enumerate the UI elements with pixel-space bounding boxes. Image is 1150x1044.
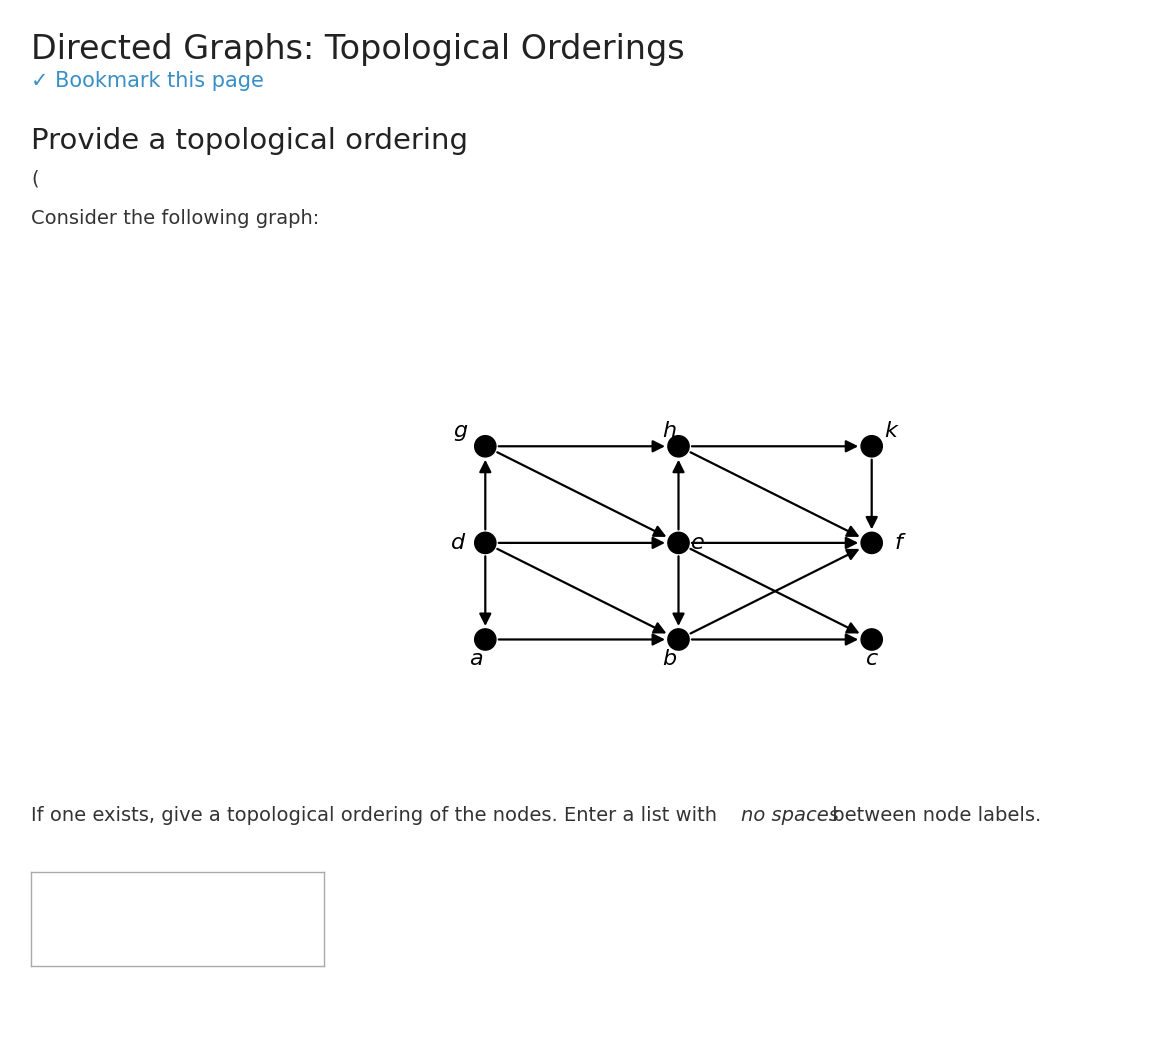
Circle shape: [861, 435, 882, 457]
Text: between node labels.: between node labels.: [826, 806, 1041, 825]
Text: b: b: [661, 648, 676, 669]
Circle shape: [475, 532, 496, 553]
Text: If one exists, give a topological ordering of the nodes. Enter a list with: If one exists, give a topological orderi…: [31, 806, 723, 825]
Text: k: k: [884, 421, 897, 441]
Text: d: d: [451, 532, 466, 553]
Text: Directed Graphs: Topological Orderings: Directed Graphs: Topological Orderings: [31, 33, 684, 67]
Text: Consider the following graph:: Consider the following graph:: [31, 209, 320, 228]
Circle shape: [668, 532, 689, 553]
Text: a: a: [469, 648, 483, 669]
Text: f: f: [895, 532, 903, 553]
Text: ✓ Bookmark this page: ✓ Bookmark this page: [31, 71, 264, 91]
Text: g: g: [453, 421, 467, 441]
Text: no spaces: no spaces: [741, 806, 838, 825]
Text: h: h: [661, 421, 676, 441]
Circle shape: [668, 435, 689, 457]
Text: (: (: [31, 169, 39, 188]
Circle shape: [861, 532, 882, 553]
Text: e: e: [691, 532, 705, 553]
Circle shape: [475, 435, 496, 457]
Circle shape: [861, 628, 882, 650]
Circle shape: [475, 628, 496, 650]
Circle shape: [668, 628, 689, 650]
Text: Provide a topological ordering: Provide a topological ordering: [31, 127, 468, 156]
Text: c: c: [866, 648, 877, 669]
